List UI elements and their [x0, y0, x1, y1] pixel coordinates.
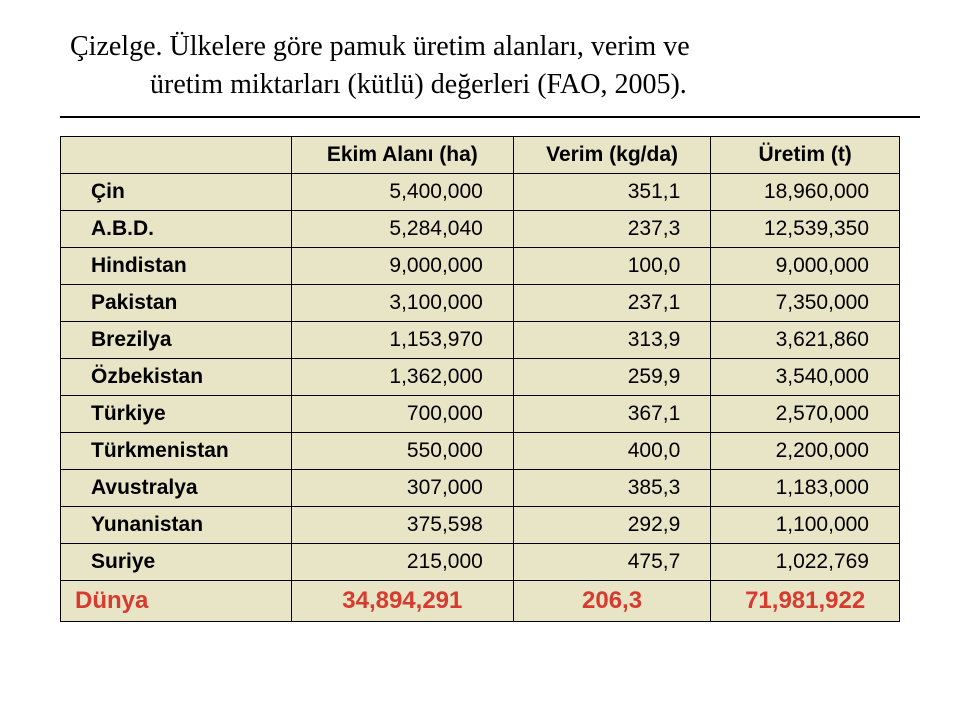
row-area: 9,000,000: [291, 247, 513, 284]
row-label: Özbekistan: [61, 358, 292, 395]
row-yield: 100,0: [513, 247, 710, 284]
col-header-yield: Verim (kg/da): [513, 136, 710, 173]
row-prod: 7,350,000: [711, 284, 900, 321]
row-yield: 292,9: [513, 506, 710, 543]
row-prod: 18,960,000: [711, 173, 900, 210]
col-header-empty: [61, 136, 292, 173]
table-row: Avustralya307,000385,31,183,000: [61, 469, 900, 506]
row-label: A.B.D.: [61, 210, 292, 247]
row-area: 5,284,040: [291, 210, 513, 247]
production-table: Ekim Alanı (ha) Verim (kg/da) Üretim (t)…: [60, 136, 900, 622]
row-yield: 313,9: [513, 321, 710, 358]
row-yield: 237,1: [513, 284, 710, 321]
row-yield: 385,3: [513, 469, 710, 506]
row-label: Avustralya: [61, 469, 292, 506]
table-row: Türkiye700,000367,12,570,000: [61, 395, 900, 432]
table-row: Türkmenistan550,000400,02,200,000: [61, 432, 900, 469]
row-prod: 2,200,000: [711, 432, 900, 469]
row-area: 550,000: [291, 432, 513, 469]
row-yield: 475,7: [513, 543, 710, 580]
table-row: Suriye215,000475,71,022,769: [61, 543, 900, 580]
row-prod: 2,570,000: [711, 395, 900, 432]
total-area: 34,894,291: [291, 580, 513, 621]
title-rule: [60, 116, 920, 118]
table-row: Pakistan3,100,000237,17,350,000: [61, 284, 900, 321]
row-label: Suriye: [61, 543, 292, 580]
table-header-row: Ekim Alanı (ha) Verim (kg/da) Üretim (t): [61, 136, 900, 173]
row-yield: 259,9: [513, 358, 710, 395]
row-area: 5,400,000: [291, 173, 513, 210]
row-prod: 12,539,350: [711, 210, 900, 247]
table-row: A.B.D.5,284,040237,312,539,350: [61, 210, 900, 247]
row-yield: 367,1: [513, 395, 710, 432]
row-area: 1,153,970: [291, 321, 513, 358]
total-yield: 206,3: [513, 580, 710, 621]
row-area: 700,000: [291, 395, 513, 432]
row-area: 215,000: [291, 543, 513, 580]
table-total-row: Dünya34,894,291206,371,981,922: [61, 580, 900, 621]
row-area: 375,598: [291, 506, 513, 543]
total-label: Dünya: [61, 580, 292, 621]
row-yield: 400,0: [513, 432, 710, 469]
row-prod: 3,621,860: [711, 321, 900, 358]
title-line1: Çizelge. Ülkelere göre pamuk üretim alan…: [70, 31, 690, 62]
row-label: Türkmenistan: [61, 432, 292, 469]
slide-title: Çizelge. Ülkelere göre pamuk üretim alan…: [70, 28, 920, 104]
row-yield: 237,3: [513, 210, 710, 247]
row-label: Yunanistan: [61, 506, 292, 543]
row-area: 3,100,000: [291, 284, 513, 321]
table-row: Hindistan9,000,000100,09,000,000: [61, 247, 900, 284]
row-prod: 1,183,000: [711, 469, 900, 506]
row-area: 307,000: [291, 469, 513, 506]
col-header-production: Üretim (t): [711, 136, 900, 173]
row-label: Hindistan: [61, 247, 292, 284]
row-prod: 1,022,769: [711, 543, 900, 580]
row-label: Pakistan: [61, 284, 292, 321]
row-yield: 351,1: [513, 173, 710, 210]
table-row: Brezilya1,153,970313,93,621,860: [61, 321, 900, 358]
table-row: Yunanistan375,598292,91,100,000: [61, 506, 900, 543]
row-prod: 3,540,000: [711, 358, 900, 395]
row-prod: 1,100,000: [711, 506, 900, 543]
col-header-area: Ekim Alanı (ha): [291, 136, 513, 173]
table-row: Özbekistan1,362,000259,93,540,000: [61, 358, 900, 395]
title-line2: üretim miktarları (kütlü) değerleri (FAO…: [150, 66, 920, 104]
total-prod: 71,981,922: [711, 580, 900, 621]
row-label: Çin: [61, 173, 292, 210]
row-label: Brezilya: [61, 321, 292, 358]
row-area: 1,362,000: [291, 358, 513, 395]
row-label: Türkiye: [61, 395, 292, 432]
table-row: Çin5,400,000351,118,960,000: [61, 173, 900, 210]
row-prod: 9,000,000: [711, 247, 900, 284]
